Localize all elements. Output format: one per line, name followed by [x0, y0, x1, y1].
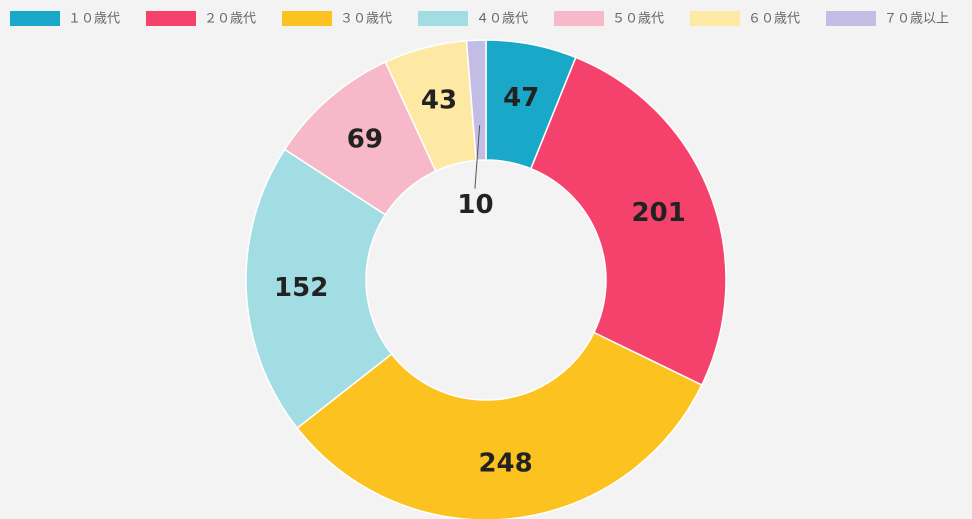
legend-swatch: [418, 11, 468, 26]
legend-swatch: [826, 11, 876, 26]
legend-label: ３０歳代: [340, 12, 392, 27]
legend-label: ７０歳以上: [884, 12, 949, 27]
donut-slice: [245, 148, 393, 430]
data-label: 201: [632, 198, 686, 228]
legend-label: １０歳代: [68, 12, 120, 27]
legend-swatch: [282, 11, 332, 26]
data-label: 152: [274, 273, 328, 303]
legend-swatch: [10, 11, 60, 26]
legend-swatch: [554, 11, 604, 26]
leader-line: [474, 125, 481, 189]
data-label: 69: [347, 125, 383, 155]
legend-label: ５０歳代: [612, 12, 664, 27]
data-label: 10: [457, 190, 493, 220]
legend-swatch: [146, 11, 196, 26]
data-label: 248: [478, 448, 532, 478]
legend-swatch: [690, 11, 740, 26]
donut-slice: [529, 56, 727, 387]
donut-slice: [296, 331, 703, 519]
legend-label: ６０歳代: [748, 12, 800, 27]
data-label: 43: [421, 86, 457, 116]
data-label: 47: [503, 83, 539, 113]
legend-label: ２０歳代: [204, 12, 256, 27]
legend-label: ４０歳代: [476, 12, 528, 27]
